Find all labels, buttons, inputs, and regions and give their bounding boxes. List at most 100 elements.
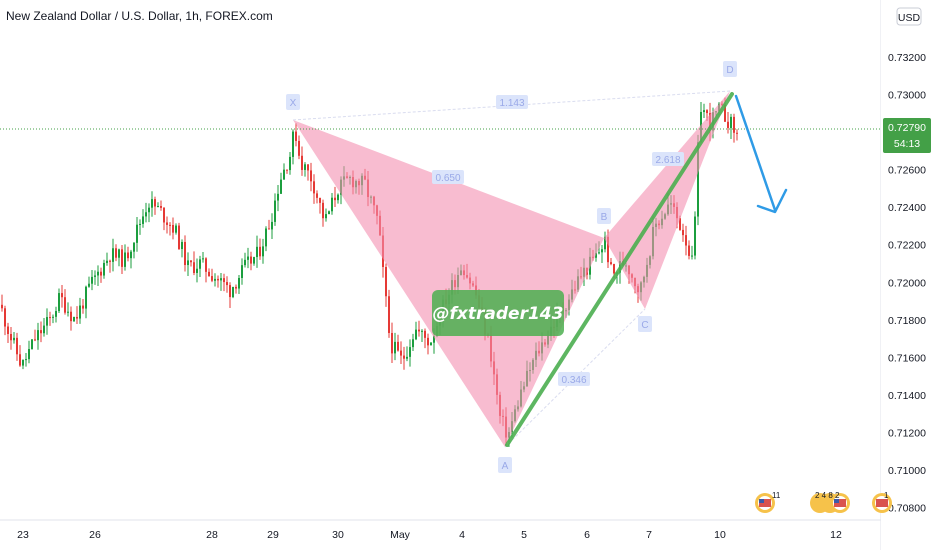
candle-body: [196, 268, 198, 273]
svg-text:0.72790: 0.72790: [888, 122, 926, 134]
svg-text:1: 1: [884, 491, 889, 500]
candle-body: [304, 164, 306, 170]
candle-body: [724, 104, 726, 122]
candle-body: [67, 311, 69, 313]
y-tick-label: 0.71200: [888, 428, 926, 440]
candle-body: [403, 355, 405, 359]
svg-text:54:13: 54:13: [894, 138, 920, 150]
candle-body: [115, 248, 117, 258]
candle-body: [4, 308, 6, 327]
candle-body: [88, 283, 90, 287]
candle-body: [49, 317, 51, 319]
candle-body: [76, 317, 78, 319]
chart-title: New Zealand Dollar / U.S. Dollar, 1h, FO…: [6, 9, 273, 23]
candle-body: [199, 259, 201, 269]
time-axis[interactable]: 23 26 28 29 30 May 4 5 6 7 10 12: [0, 519, 881, 541]
svg-text:1.143: 1.143: [499, 98, 524, 109]
event-badge-2[interactable]: 2 4 8 2: [810, 491, 850, 513]
y-tick-label: 0.72400: [888, 202, 926, 214]
candle-body: [37, 330, 39, 341]
trend-line[interactable]: [505, 92, 734, 447]
candle-body: [85, 286, 87, 309]
candle-body: [727, 121, 729, 128]
x-tick-label: 26: [89, 529, 101, 541]
svg-text:11: 11: [772, 491, 781, 500]
candle-body: [202, 258, 204, 260]
x-tick-label: May: [390, 529, 411, 541]
candle-body: [682, 229, 684, 236]
candle-body: [412, 339, 414, 348]
candle-body: [169, 224, 171, 226]
candle-body: [97, 271, 99, 276]
pattern-label-a: A: [498, 457, 512, 473]
candle-body: [79, 305, 81, 319]
svg-text:USD: USD: [898, 12, 921, 24]
candle-body: [247, 256, 249, 260]
candle-body: [19, 354, 21, 366]
x-tick-label: 23: [17, 529, 29, 541]
x-tick-label: 10: [714, 529, 726, 541]
svg-text:B: B: [601, 212, 608, 223]
candle-body: [415, 329, 417, 340]
y-tick-label: 0.71400: [888, 390, 926, 402]
candle-body: [301, 155, 303, 170]
y-tick-label: 0.73200: [888, 52, 926, 64]
x-tick-label: 7: [646, 529, 652, 541]
candle-body: [595, 253, 597, 258]
candle-body: [262, 246, 264, 257]
candle-body: [7, 326, 9, 335]
event-badges[interactable]: 11 2 4 8 2 1: [755, 491, 892, 513]
x-tick-label: 28: [206, 529, 218, 541]
ac-ratio-line: [504, 308, 646, 448]
candle-body: [55, 311, 57, 317]
candle-body: [217, 278, 219, 281]
candle-body: [679, 218, 681, 230]
candle-body: [601, 249, 603, 253]
svg-text:0.346: 0.346: [561, 375, 586, 386]
x-tick-label: 5: [521, 529, 527, 541]
svg-text:C: C: [641, 320, 648, 331]
candle-body: [172, 224, 174, 233]
pattern-label-d: D: [723, 61, 737, 77]
candle-body: [193, 262, 195, 273]
candle-body: [697, 142, 699, 217]
candle-body: [274, 200, 276, 222]
candle-body: [397, 341, 399, 351]
candle-body: [418, 329, 420, 332]
svg-text:D: D: [726, 65, 733, 76]
candle-body: [127, 252, 129, 259]
projection-arrow[interactable]: [734, 94, 788, 214]
event-badge-3[interactable]: 1: [872, 491, 892, 513]
candle-body: [283, 169, 285, 180]
candle-body: [394, 341, 396, 354]
candle-body: [265, 228, 267, 247]
candle-body: [385, 267, 387, 297]
candle-body: [148, 207, 150, 213]
candle-body: [235, 286, 237, 289]
candle-body: [316, 193, 318, 198]
y-tick-label: 0.71600: [888, 352, 926, 364]
price-axis[interactable]: 0.732000.730000.728000.726000.724000.722…: [880, 0, 932, 550]
svg-text:2 4 8 2: 2 4 8 2: [815, 491, 840, 500]
candle-body: [166, 222, 168, 225]
candle-body: [229, 285, 231, 298]
ratio-label-ac: 0.346: [558, 372, 590, 386]
candle-body: [331, 197, 333, 212]
candle-body: [13, 337, 15, 341]
candle-body: [268, 228, 270, 230]
x-tick-label: 4: [459, 529, 465, 541]
candle-body: [154, 199, 156, 207]
candle-body: [52, 316, 54, 318]
pattern-triangle-xab: [293, 120, 604, 447]
current-price-badge: 0.72790 54:13: [883, 118, 931, 153]
candle-body: [613, 264, 615, 274]
candle-body: [334, 197, 336, 201]
candle-body: [253, 257, 255, 264]
event-badge-1[interactable]: 11: [755, 491, 781, 513]
currency-badge[interactable]: USD: [896, 7, 922, 26]
candle-body: [109, 260, 111, 262]
candle-body: [289, 156, 291, 171]
candle-body: [31, 339, 33, 350]
